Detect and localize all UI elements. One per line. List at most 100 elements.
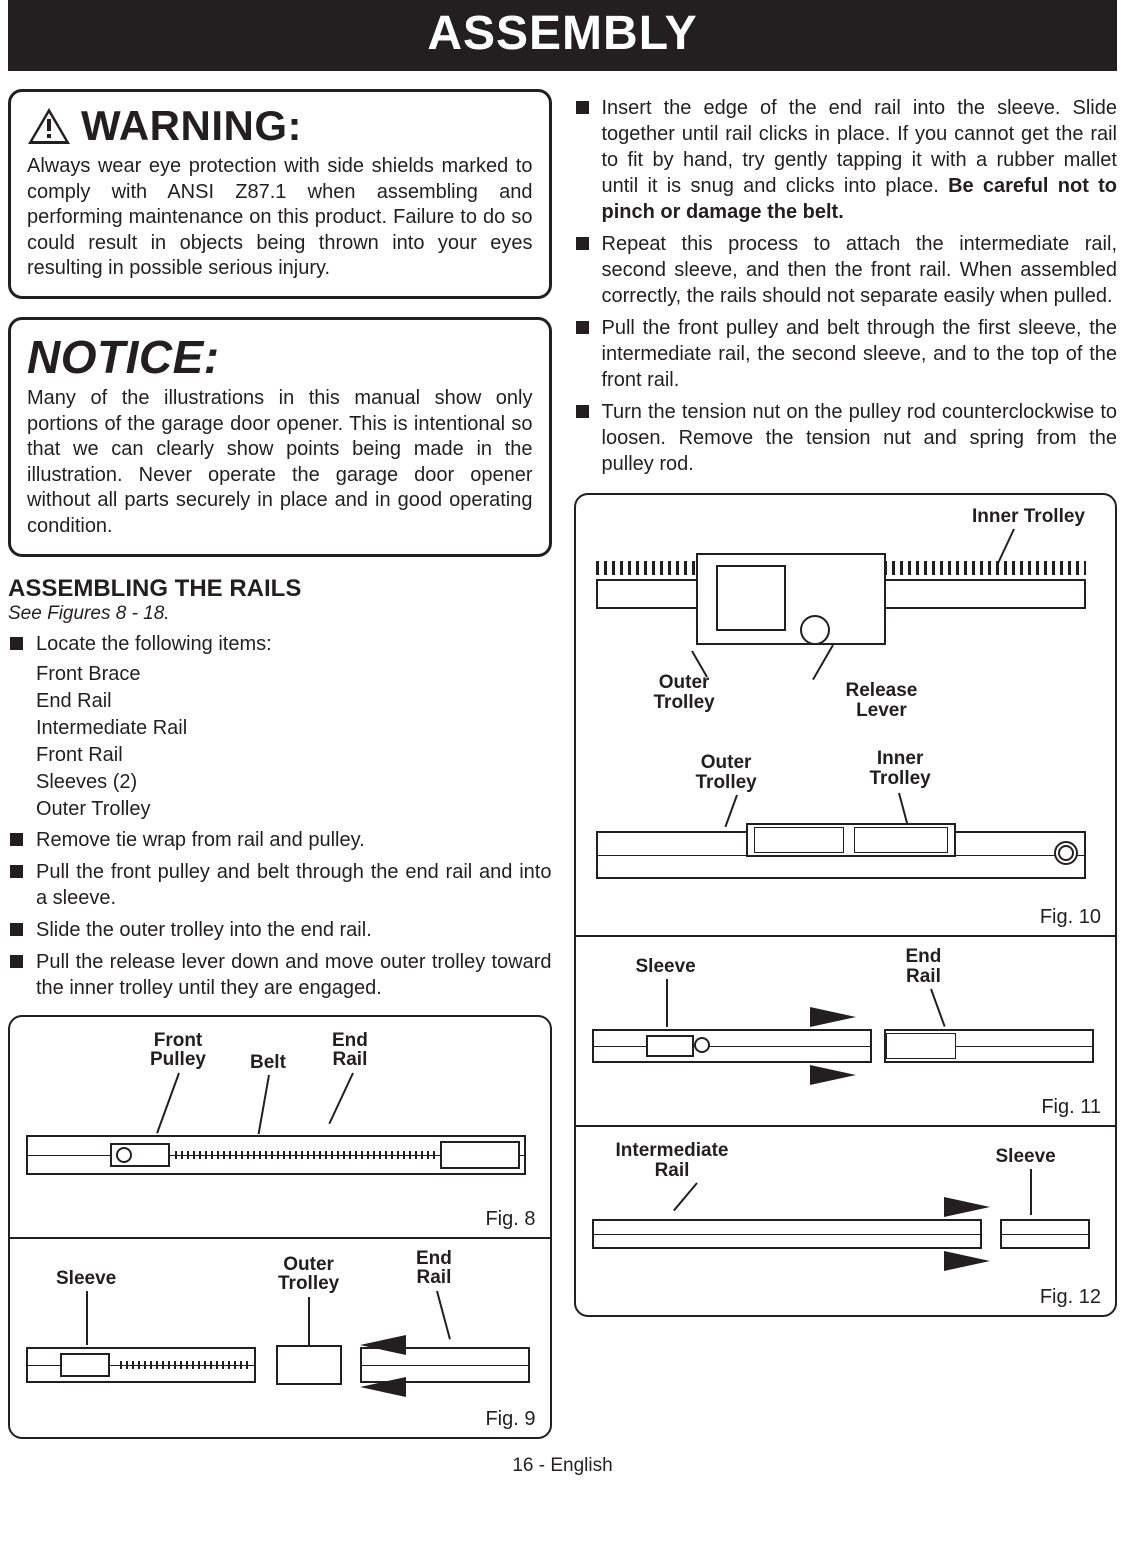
leader-line bbox=[724, 795, 738, 828]
figure-stack-10-12: Inner Trolley Outer Trolley Release Leve… bbox=[574, 493, 1118, 1317]
rail-midline bbox=[360, 1365, 530, 1366]
label-end-rail: End Rail bbox=[906, 947, 942, 987]
leader-line bbox=[673, 1182, 698, 1211]
trolley-inner-block bbox=[854, 827, 948, 853]
rail-midline bbox=[592, 1234, 982, 1235]
label-outer-trolley: Outer Trolley bbox=[654, 673, 715, 713]
figure-label: Fig. 11 bbox=[1041, 1096, 1101, 1119]
label-release-lever: Release Lever bbox=[846, 681, 918, 721]
list-item: Front Rail bbox=[36, 744, 552, 767]
end-rail-cap bbox=[440, 1141, 520, 1169]
end-rail-edge bbox=[886, 1033, 956, 1059]
diagram-fig9: Sleeve Outer Trolley End Rail bbox=[20, 1249, 540, 1409]
label-sleeve: Sleeve bbox=[636, 957, 696, 977]
label-outer-trolley: Outer Trolley bbox=[278, 1255, 339, 1295]
list-item: Intermediate Rail bbox=[36, 717, 552, 740]
label-sleeve: Sleeve bbox=[56, 1269, 116, 1289]
leader-line bbox=[328, 1072, 353, 1124]
locate-items-list: Front Brace End Rail Intermediate Rail F… bbox=[8, 663, 552, 821]
pulley-wheel-icon bbox=[116, 1147, 132, 1163]
notice-body: Many of the illustrations in this manual… bbox=[27, 386, 533, 540]
label-end-rail: End Rail bbox=[416, 1249, 452, 1289]
list-item: Sleeves (2) bbox=[36, 771, 552, 794]
leader-line bbox=[930, 989, 946, 1027]
page-title: ASSEMBLY bbox=[427, 7, 697, 60]
notice-title-text: NOTICE: bbox=[27, 330, 533, 384]
sleeve-illustration bbox=[646, 1035, 694, 1057]
figure-10: Inner Trolley Outer Trolley Release Leve… bbox=[576, 495, 1116, 935]
bullet: Remove tie wrap from rail and pulley. bbox=[8, 827, 552, 853]
warning-heading: WARNING: bbox=[27, 102, 533, 150]
leader-line bbox=[1030, 1169, 1032, 1215]
label-belt: Belt bbox=[250, 1053, 286, 1073]
arrow-icon bbox=[944, 1251, 990, 1271]
end-wheel-inner-icon bbox=[1058, 845, 1074, 861]
bullet: Pull the front pulley and belt through t… bbox=[574, 315, 1118, 393]
figure-label: Fig. 10 bbox=[1040, 906, 1101, 929]
label-inner-trolley-2: Inner Trolley bbox=[870, 749, 931, 789]
belt-illustration bbox=[120, 1361, 250, 1369]
leader-line bbox=[666, 979, 668, 1027]
leader-line bbox=[258, 1074, 270, 1133]
leader-line bbox=[436, 1290, 451, 1339]
sleeve-illustration bbox=[60, 1353, 110, 1377]
figure-9: Sleeve Outer Trolley End Rail bbox=[10, 1237, 550, 1437]
arrow-icon bbox=[810, 1007, 856, 1027]
leader-line bbox=[812, 645, 834, 681]
outer-trolley-body bbox=[716, 565, 786, 631]
figure-label: Fig. 8 bbox=[485, 1208, 535, 1231]
outer-trolley-illustration bbox=[276, 1345, 342, 1385]
bullet: Repeat this process to attach the interm… bbox=[574, 231, 1118, 309]
two-column-layout: WARNING: Always wear eye protection with… bbox=[8, 89, 1117, 1439]
figure-stack-8-9: Front Pulley Belt End Rail bbox=[8, 1015, 552, 1439]
belt-illustration bbox=[175, 1151, 435, 1159]
list-item: Front Brace bbox=[36, 663, 552, 686]
arrow-icon bbox=[360, 1335, 406, 1355]
page: ASSEMBLY WARNING: Always wear eye protec… bbox=[0, 0, 1125, 1497]
figure-label: Fig. 12 bbox=[1040, 1286, 1101, 1309]
bullet: Turn the tension nut on the pulley rod c… bbox=[574, 399, 1118, 477]
leader-line bbox=[156, 1072, 180, 1133]
warning-body: Always wear eye protection with side shi… bbox=[27, 154, 533, 282]
page-title-band: ASSEMBLY bbox=[8, 0, 1117, 71]
diagram-fig8: Front Pulley Belt End Rail bbox=[20, 1027, 540, 1209]
arrow-icon bbox=[944, 1197, 990, 1217]
bullet: Insert the edge of the end rail into the… bbox=[574, 95, 1118, 225]
notice-callout: NOTICE: Many of the illustrations in thi… bbox=[8, 317, 552, 557]
figure-12: Intermediate Rail Sleeve bbox=[576, 1125, 1116, 1315]
warning-triangle-icon bbox=[27, 107, 71, 145]
pulley-wheel-icon bbox=[694, 1037, 710, 1053]
figure-8: Front Pulley Belt End Rail bbox=[10, 1017, 550, 1237]
label-outer-trolley-2: Outer Trolley bbox=[696, 753, 757, 793]
leader-line bbox=[86, 1291, 88, 1345]
see-figures: See Figures 8 - 18. bbox=[8, 603, 552, 625]
label-sleeve: Sleeve bbox=[996, 1147, 1056, 1167]
section-heading: ASSEMBLING THE RAILS bbox=[8, 575, 552, 603]
list-item: End Rail bbox=[36, 690, 552, 713]
rail-midline bbox=[1000, 1234, 1090, 1235]
left-bullet-list: Locate the following items: bbox=[8, 631, 552, 657]
right-column: Insert the edge of the end rail into the… bbox=[574, 89, 1118, 1439]
release-lever-ring bbox=[800, 615, 830, 645]
label-end-rail: End Rail bbox=[332, 1031, 368, 1071]
diagram-fig11: Sleeve End Rail bbox=[586, 947, 1106, 1097]
bullet: Pull the release lever down and move out… bbox=[8, 949, 552, 1001]
trolley-inner-block bbox=[754, 827, 844, 853]
warning-callout: WARNING: Always wear eye protection with… bbox=[8, 89, 552, 299]
rail-midline bbox=[592, 1046, 872, 1047]
bullet-locate-text: Locate the following items: bbox=[36, 633, 272, 655]
left-bullet-list-2: Remove tie wrap from rail and pulley. Pu… bbox=[8, 827, 552, 1001]
bullet-locate: Locate the following items: bbox=[8, 631, 552, 657]
bullet: Slide the outer trolley into the end rai… bbox=[8, 917, 552, 943]
diagram-fig12: Intermediate Rail Sleeve bbox=[586, 1137, 1106, 1287]
leader-line bbox=[308, 1297, 310, 1345]
bullet: Pull the front pulley and belt through t… bbox=[8, 859, 552, 911]
label-front-pulley: Front Pulley bbox=[150, 1031, 206, 1071]
arrow-icon bbox=[360, 1377, 406, 1397]
diagram-fig10: Inner Trolley Outer Trolley Release Leve… bbox=[586, 505, 1106, 907]
figure-label: Fig. 9 bbox=[485, 1408, 535, 1431]
label-intermediate-rail: Intermediate Rail bbox=[616, 1141, 729, 1181]
arrow-icon bbox=[810, 1065, 856, 1085]
left-column: WARNING: Always wear eye protection with… bbox=[8, 89, 552, 1439]
list-item: Outer Trolley bbox=[36, 798, 552, 821]
